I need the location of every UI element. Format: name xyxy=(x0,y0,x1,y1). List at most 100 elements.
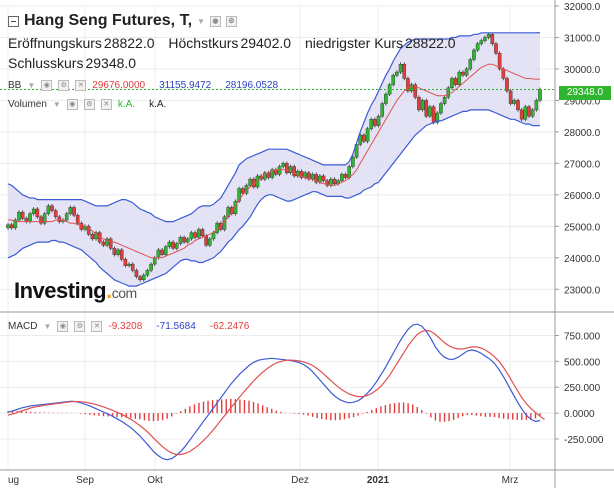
candle-body xyxy=(365,128,370,142)
candle-body xyxy=(123,259,128,266)
candle-body xyxy=(127,263,131,266)
macd-tick-label: -250.000 xyxy=(564,435,604,446)
candle-body xyxy=(340,174,344,181)
candle-body xyxy=(468,59,473,70)
bb-lower-value: 28196.0528 xyxy=(225,80,279,91)
bollinger-band-fill xyxy=(8,32,540,287)
candle-body xyxy=(277,166,282,175)
volume-legend: Volumen ▼ ◉ ⚙ ✕ k.A. k.A. xyxy=(8,99,174,110)
candle-body xyxy=(270,169,274,178)
candle-body xyxy=(406,78,410,92)
time-tick-label: Mrz xyxy=(502,475,519,486)
chevron-down-icon[interactable]: ▼ xyxy=(43,322,52,331)
candle-body xyxy=(174,243,179,249)
candle-body xyxy=(409,84,414,92)
chevron-down-icon[interactable]: ▼ xyxy=(197,16,205,26)
candle-body xyxy=(204,235,208,246)
chevron-down-icon[interactable]: ▼ xyxy=(27,81,36,90)
macd-tick-label: 750.000 xyxy=(564,332,601,343)
candle-body xyxy=(46,205,51,214)
settings-gear-icon[interactable]: ⚙ xyxy=(58,80,70,91)
time-tick-label: 2021 xyxy=(367,475,390,486)
candle-body xyxy=(230,207,234,214)
ohlc-row-1: Eröffnungskurs 28822.0 Höchstkurs 29402.0 … xyxy=(8,35,466,51)
bb-middle-value: 29676.0000 xyxy=(92,80,146,91)
candle-body xyxy=(182,237,186,243)
candle-body xyxy=(39,216,43,224)
candle-body xyxy=(325,180,330,186)
candle-body xyxy=(442,97,447,104)
candle-body xyxy=(516,100,520,111)
candle-body xyxy=(420,100,425,111)
candle-body xyxy=(310,174,315,180)
candle-body xyxy=(530,109,535,117)
macd-line-value: -71.5684 xyxy=(156,321,196,332)
candle-body xyxy=(417,97,421,111)
close-icon[interactable]: ✕ xyxy=(75,80,87,91)
price-tick-label: 31000.0 xyxy=(564,33,601,44)
instrument-title: Hang Seng Futures, T, xyxy=(24,12,193,29)
candle-body xyxy=(116,249,120,255)
settings-gear-icon[interactable]: ⚙ xyxy=(225,15,237,27)
candle-body xyxy=(373,119,377,126)
macd-tick-label: 500.000 xyxy=(564,357,601,368)
settings-gear-icon[interactable]: ⚙ xyxy=(83,99,95,110)
bb-middle-line xyxy=(8,63,540,259)
bb-upper-value: 31155.9472 xyxy=(159,80,212,91)
visibility-toggle-icon[interactable]: ◉ xyxy=(66,99,78,110)
candle-body xyxy=(402,64,407,79)
macd-label[interactable]: MACD xyxy=(8,321,38,332)
macd-histogram-value: -9.3208 xyxy=(108,321,143,332)
candle-body xyxy=(453,78,458,85)
candle-body xyxy=(534,100,539,111)
visibility-toggle-icon[interactable]: ◉ xyxy=(41,80,53,91)
candle-body xyxy=(163,246,168,255)
chevron-down-icon[interactable]: ▼ xyxy=(52,100,61,109)
visibility-toggle-icon[interactable]: ◉ xyxy=(209,15,221,27)
candle-body xyxy=(428,106,432,117)
candle-body xyxy=(439,103,443,114)
candle-body xyxy=(167,241,172,247)
ohlc-row-2: Schlusskurs 29348.0 xyxy=(8,55,146,71)
candle-body xyxy=(35,208,40,218)
collapse-icon[interactable] xyxy=(8,15,19,27)
close-icon[interactable]: ✕ xyxy=(100,99,112,110)
close-value: 29348.0 xyxy=(85,55,137,71)
volume-value-1: k.A. xyxy=(117,99,136,110)
candle-body xyxy=(505,78,509,92)
open-value: 28822.0 xyxy=(103,35,155,51)
candle-body xyxy=(362,134,366,142)
price-tick-label: 32000.0 xyxy=(564,2,601,13)
candle-body xyxy=(79,222,84,230)
candle-body xyxy=(358,134,363,145)
candle-body xyxy=(343,174,348,178)
bb-label[interactable]: BB xyxy=(8,80,22,91)
candle-body xyxy=(483,37,487,41)
close-label: Schlusskurs xyxy=(8,55,84,71)
close-icon[interactable]: ✕ xyxy=(91,321,103,332)
candle-body xyxy=(171,241,175,249)
candle-body xyxy=(299,171,304,178)
candle-body xyxy=(281,163,285,167)
candle-body xyxy=(193,232,197,238)
candle-body xyxy=(347,166,352,178)
candle-body xyxy=(101,241,106,246)
candle-body xyxy=(233,200,238,214)
bb-upper-line xyxy=(7,32,541,223)
candle-body xyxy=(145,270,150,276)
visibility-toggle-icon[interactable]: ◉ xyxy=(57,321,69,332)
investing-logo: Investing.com xyxy=(14,278,137,303)
candle-body xyxy=(395,71,399,76)
candle-body xyxy=(53,210,58,218)
settings-gear-icon[interactable]: ⚙ xyxy=(74,321,86,332)
candle-body xyxy=(28,213,32,222)
candle-body xyxy=(138,276,142,281)
candle-body xyxy=(446,87,451,98)
candle-body xyxy=(72,207,76,216)
volume-label[interactable]: Volumen xyxy=(8,99,47,110)
price-tick-label: 29000.0 xyxy=(564,96,601,107)
candle-body xyxy=(6,224,10,229)
candle-body xyxy=(112,248,117,255)
candle-body xyxy=(105,238,109,246)
